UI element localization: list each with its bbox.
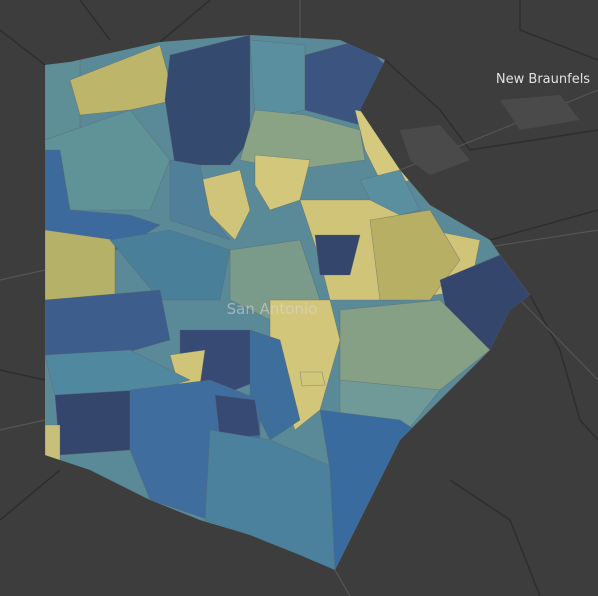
region (45, 59, 81, 141)
region (314, 234, 361, 276)
region (239, 109, 366, 171)
region (299, 371, 326, 387)
region (249, 329, 301, 441)
region (45, 289, 171, 361)
region (54, 389, 141, 456)
region (164, 35, 251, 166)
region (254, 154, 311, 211)
region (69, 44, 176, 116)
region (214, 394, 261, 441)
region (109, 229, 231, 301)
urban-area (400, 95, 580, 175)
center-label: San Antonio (227, 300, 318, 318)
region (45, 109, 171, 211)
region (169, 159, 231, 241)
region (249, 39, 306, 121)
region (45, 229, 116, 301)
region (204, 429, 341, 570)
city-label: New Braunfels (496, 72, 590, 87)
